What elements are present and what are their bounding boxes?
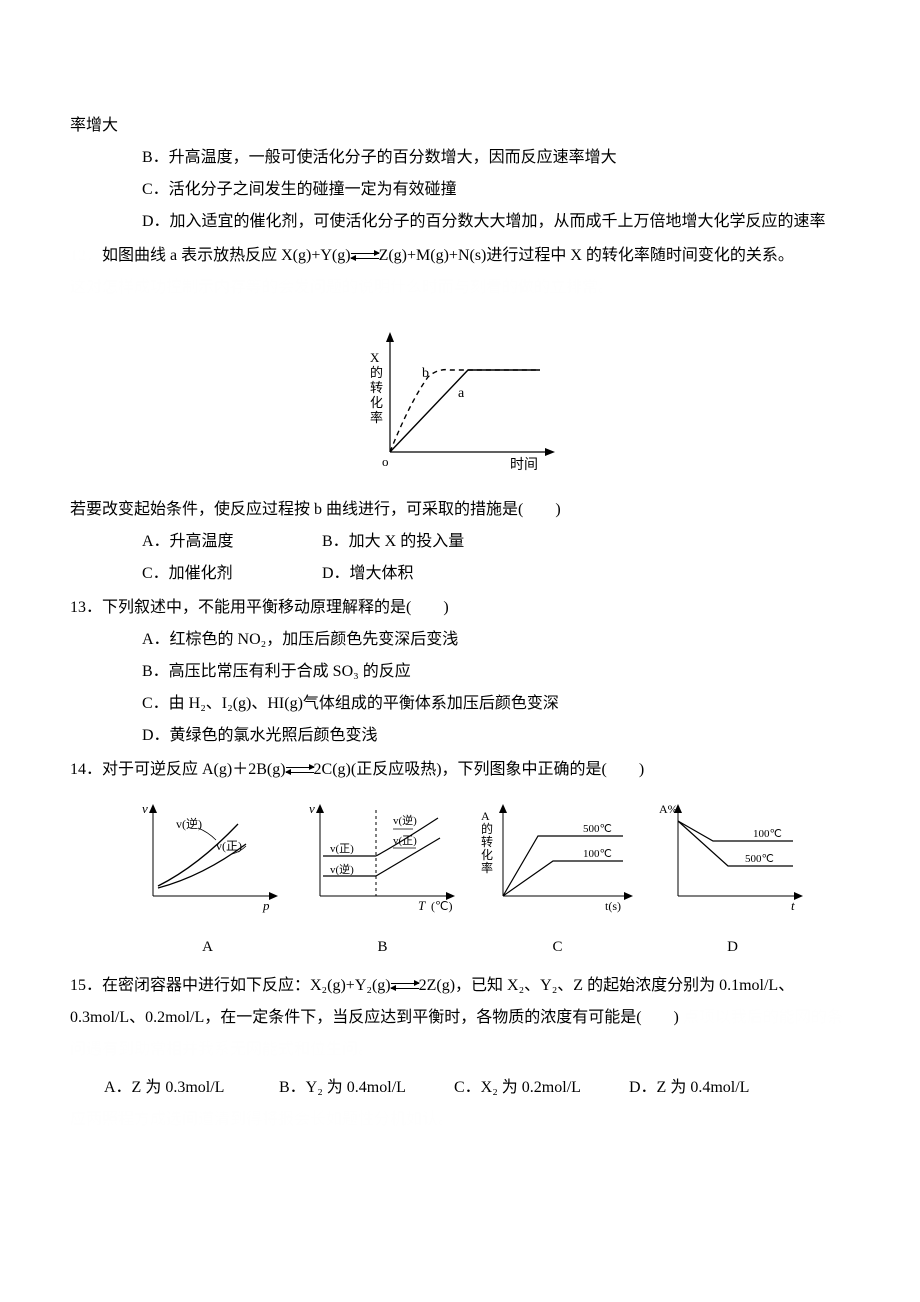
svg-text:t(s): t(s) (605, 899, 621, 913)
q14-sub-b: B (295, 932, 470, 962)
equilibrium-arrow-icon (391, 981, 419, 991)
q14-stem-b: 2C(g)(正反应吸热)，下列图象中正确的是( ) (314, 761, 645, 778)
q12-stem2: 若要改变起始条件，使反应过程按 b 曲线进行，可采取的措施是( ) (70, 494, 850, 526)
q14-figure-d: A% t 100℃ 500℃ D (645, 796, 820, 962)
q15-stem-c: 0.3mol/L、0.2mol/L，在一定条件下，当反应达到平衡时，各物质的浓度… (70, 1009, 679, 1026)
q12-number: 12． (70, 247, 102, 264)
curve-b-label: b (422, 366, 429, 381)
svg-text:v(正): v(正) (330, 843, 354, 855)
q13-option-a: A．红棕色的 NO₂，加压后颜色先变深后变浅 (70, 624, 850, 656)
svg-text:v: v (309, 801, 315, 816)
q12-option-b: B．加大 X 的投入量 (322, 526, 502, 558)
x-axis-label: 时间 (510, 457, 538, 472)
q15-option-c: C．X₂ 为 0.2mol/L (454, 1072, 629, 1104)
q14-sub-a: A (120, 932, 295, 962)
q14-stem-a: 14．对于可逆反应 A(g)＋2B(g) (70, 761, 286, 778)
q15-hidden2: 应两照程方成选间道清到得将报会长如题性分机如认。 (70, 1104, 850, 1136)
q12-option-c: C．加催化剂 (142, 558, 322, 590)
conversion-chart: X 的 转 化 率 a b o 时间 (340, 322, 580, 472)
svg-text:的: 的 (481, 821, 493, 836)
svg-text:化: 化 (370, 395, 383, 410)
svg-text:转: 转 (481, 834, 493, 849)
q12-figure: X 的 转 化 率 a b o 时间 (70, 322, 850, 484)
svg-text:率: 率 (481, 860, 493, 875)
q12-option-a: A．升高温度 (142, 526, 322, 558)
svg-text:t: t (791, 898, 795, 913)
svg-text:的: 的 (370, 365, 383, 380)
q15-option-b: B．Y₂ 为 0.4mol/L (279, 1072, 454, 1104)
svg-text:100℃: 100℃ (753, 828, 782, 840)
svg-text:转: 转 (370, 380, 383, 395)
svg-text:v(正): v(正) (393, 835, 417, 847)
svg-text:v(正): v(正) (216, 839, 242, 853)
svg-text:A%: A% (659, 802, 678, 816)
curve-a-label: a (458, 386, 465, 401)
svg-text:100℃: 100℃ (583, 848, 612, 860)
q15-stem-line1: 15．在密闭容器中进行如下反应：X₂(g)+Y₂(g) 2Z(g)，已知 X₂、Y… (70, 970, 850, 1002)
svg-text:p: p (262, 898, 270, 913)
q11-option-b: B．升高温度，一般可使活化分子的百分数增大，因而反应速率增大 (70, 142, 850, 174)
q12-hidden: 这对怎样成功控制示内存等的会发问题的说明什么时而与刻看的做的立排常。 (70, 272, 850, 304)
q14-stem: 14．对于可逆反应 A(g)＋2B(g) 2C(g)(正反应吸热)，下列图象中正确… (70, 754, 850, 786)
fragment-top: 率增大 (70, 110, 850, 142)
q15-stem-a: 15．在密闭容器中进行如下反应：X₂(g)+Y₂(g) (70, 977, 391, 994)
equilibrium-arrow-icon (351, 251, 379, 261)
svg-text:o: o (382, 454, 389, 469)
q14-sub-c: C (470, 932, 645, 962)
q12-options-row1: A．升高温度 B．加大 X 的投入量 (70, 526, 850, 558)
q15-hidden1b (70, 1066, 850, 1072)
q14-sub-d: D (645, 932, 820, 962)
svg-text:A: A (481, 809, 490, 823)
q13-option-d: D．黄绿色的氯水光照后颜色变浅 (70, 720, 850, 752)
q12-option-d: D．增大体积 (322, 558, 502, 590)
q15-options: A．Z 为 0.3mol/L B．Y₂ 为 0.4mol/L C．X₂ 为 0.… (70, 1072, 850, 1104)
q15-stem-b: 2Z(g)，已知 X₂、Y₂、Z 的起始浓度分别为 0.1mol/L、 (419, 977, 795, 994)
svg-text:v(逆): v(逆) (330, 862, 354, 876)
svg-text:T: T (418, 898, 426, 913)
svg-text:化: 化 (481, 848, 493, 862)
svg-text:(℃): (℃) (431, 899, 452, 913)
q11-option-d: D．加入适宜的催化剂，可使活化分子的百分数大大增加，从而成千上万倍地增大化学反应… (70, 206, 850, 238)
q12-options-row2: C．加催化剂 D．增大体积 (70, 558, 850, 590)
q12-stem-b: Z(g)+M(g)+N(s)进行过程中 X 的转化率随时间变化的关系。 (379, 247, 794, 264)
q14-figure-b: v T (℃) v(正) v(逆) v(逆) v(正) B (295, 796, 470, 962)
svg-text:500℃: 500℃ (583, 823, 612, 835)
q11-option-c: C．活化分子之间发生的碰撞一定为有效碰撞 (70, 174, 850, 206)
q15-option-a: A．Z 为 0.3mol/L (104, 1072, 279, 1104)
q14-figure-a: v p v(逆) v(正) A (120, 796, 295, 962)
q12-stem-a: 如图曲线 a 表示放热反应 X(g)+Y(g) (102, 247, 351, 264)
svg-text:v(逆): v(逆) (176, 816, 202, 831)
svg-text:v: v (142, 801, 148, 816)
q15-stem-line2: 0.3mol/L、0.2mol/L，在一定条件下，当反应达到平衡时，各物质的浓度… (70, 1002, 850, 1066)
q13-option-b: B．高压比常压有利于合成 SO₃ 的反应 (70, 656, 850, 688)
svg-text:500℃: 500℃ (745, 853, 774, 865)
q13-option-c: C．由 H₂、I₂(g)、HI(g)气体组成的平衡体系加压后颜色变深 (70, 688, 850, 720)
q13-stem: 13．下列叙述中，不能用平衡移动原理解释的是( ) (70, 592, 850, 624)
q14-figures: v p v(逆) v(正) A v T (℃) (70, 786, 850, 962)
equilibrium-arrow-icon (286, 765, 314, 775)
q14-figure-c: A 的 转 化 率 t(s) 500℃ 100℃ C (470, 796, 645, 962)
svg-text:X: X (370, 350, 380, 365)
q15-option-d: D．Z 为 0.4mol/L (629, 1072, 804, 1104)
svg-text:v(逆): v(逆) (393, 813, 417, 827)
svg-text:率: 率 (370, 410, 383, 425)
q12-stem: 12．如图曲线 a 表示放热反应 X(g)+Y(g) Z(g)+M(g)+N(s)… (70, 240, 850, 272)
